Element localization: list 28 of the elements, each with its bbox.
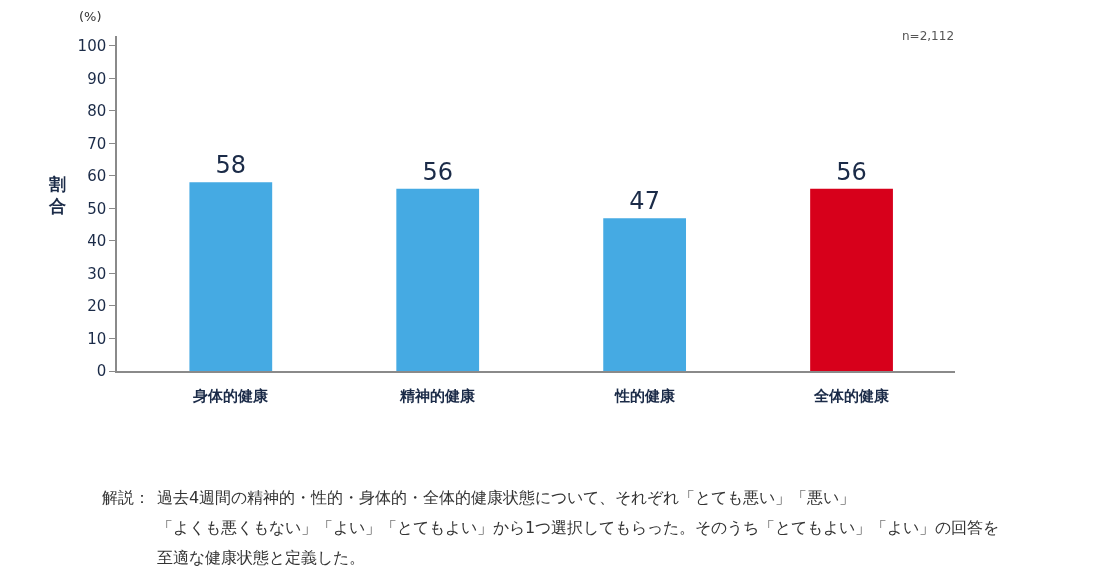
x-tick-label: 全体的健康: [813, 386, 891, 405]
y-tick-label: 50: [87, 199, 107, 218]
y-tick-label: 40: [87, 232, 107, 251]
data-label: 56: [836, 157, 867, 186]
y-axis-title: 割合: [48, 174, 66, 217]
y-tick-label: 70: [87, 134, 107, 153]
text: 解説：: [102, 488, 150, 507]
text: (%): [79, 9, 102, 24]
data-label: 47: [629, 187, 660, 216]
data-label: 56: [422, 157, 453, 186]
y-tick-label: 80: [87, 102, 107, 121]
y-tick-label: 10: [87, 329, 107, 348]
bar: [603, 218, 687, 371]
x-tick-label: 性的健康: [613, 386, 676, 405]
bar: [810, 188, 893, 371]
y-tick-label: 0: [96, 362, 107, 381]
y-tick-label: 30: [87, 264, 107, 283]
text: 過去4週間の精神的・性的・身体的・全体的健康状態について、それぞれ「とても悪い」「悪い」「よくも悪くもない」「よい」「とてもよい」から1つ選択してもらった。そのうち「とてもよい」「よい」の回答を至適な健康状態と定義した。: [157, 488, 1000, 567]
x-tick-label: 身体的健康: [192, 386, 270, 405]
y-tick-label: 60: [87, 167, 107, 186]
bar: [396, 188, 480, 371]
y-tick-label: 100: [77, 37, 107, 56]
data-label: 58: [215, 151, 247, 180]
bar: [189, 182, 273, 371]
x-tick-label: 精神的健康: [399, 386, 477, 405]
y-tick-label: 90: [87, 69, 107, 88]
annotation: n=2,112: [902, 29, 955, 43]
y-tick-label: 20: [87, 297, 107, 316]
